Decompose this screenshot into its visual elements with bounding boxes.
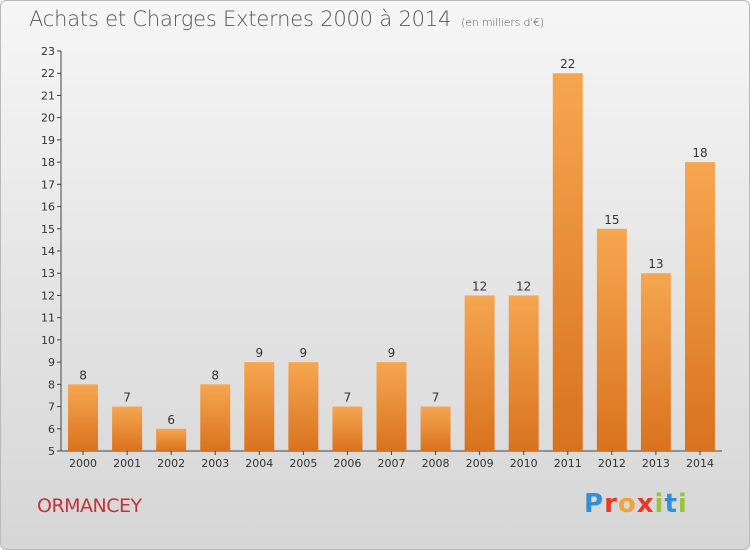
proxiti-logo[interactable]: Proxiti: [584, 489, 688, 519]
bar-2003: [200, 384, 231, 451]
x-tick-label-2014: 2014: [686, 457, 714, 470]
data-label-2013: 13: [648, 257, 663, 271]
bar-2001: [112, 406, 143, 451]
bar-2012: [596, 228, 627, 451]
y-tick-label: 19: [41, 134, 55, 147]
bar-2009: [464, 295, 495, 451]
bar-2004: [244, 362, 275, 451]
data-label-2011: 22: [560, 57, 575, 71]
y-tick-label: 18: [41, 156, 55, 169]
x-tick-label-2012: 2012: [598, 457, 626, 470]
x-tick-label-2013: 2013: [642, 457, 670, 470]
bar-2006: [332, 406, 363, 451]
bar-2000: [68, 384, 99, 451]
x-tick-label-2000: 2000: [69, 457, 97, 470]
y-tick-label: 14: [41, 245, 55, 258]
x-tick-label-2011: 2011: [554, 457, 582, 470]
x-tick-label-2009: 2009: [466, 457, 494, 470]
x-tick-label-2005: 2005: [289, 457, 317, 470]
y-tick-label: 9: [48, 356, 55, 369]
y-tick-label: 20: [41, 112, 55, 125]
bar-2011: [552, 73, 583, 451]
x-tick-label-2010: 2010: [510, 457, 538, 470]
y-tick-label: 11: [41, 312, 55, 325]
chart-title: Achats et Charges Externes 2000 à 2014 (e…: [29, 7, 544, 31]
bar-2010: [508, 295, 539, 451]
bar-2013: [640, 273, 671, 451]
y-tick-label: 10: [41, 334, 55, 347]
data-label-2004: 9: [255, 346, 263, 360]
y-tick-label: 13: [41, 267, 55, 280]
x-tick-label-2006: 2006: [333, 457, 361, 470]
x-tick-label-2008: 2008: [422, 457, 450, 470]
bar-2014: [684, 162, 715, 451]
y-tick-label: 8: [48, 378, 55, 391]
data-label-2001: 7: [123, 391, 131, 405]
data-label-2007: 9: [388, 346, 396, 360]
data-label-2008: 7: [432, 391, 440, 405]
y-tick-label: 15: [41, 223, 55, 236]
bar-2008: [420, 406, 451, 451]
x-tick-label-2001: 2001: [113, 457, 141, 470]
chart-title-text: Achats et Charges Externes 2000 à 2014: [29, 7, 452, 31]
y-tick-label: 6: [48, 423, 55, 436]
data-label-2005: 9: [300, 346, 308, 360]
data-label-2003: 8: [211, 368, 219, 382]
bar-2002: [156, 428, 187, 451]
y-tick-label: 7: [48, 401, 55, 414]
data-label-2006: 7: [344, 391, 352, 405]
data-label-2002: 6: [167, 413, 175, 427]
data-label-2012: 15: [604, 213, 619, 227]
x-tick-label-2003: 2003: [201, 457, 229, 470]
x-tick-label-2004: 2004: [245, 457, 273, 470]
bar-2007: [376, 362, 407, 451]
y-tick-label: 16: [41, 201, 55, 214]
y-tick-label: 22: [41, 67, 55, 80]
data-label-2009: 12: [472, 279, 487, 293]
y-tick-label: 23: [41, 45, 55, 58]
data-label-2014: 18: [692, 146, 707, 160]
x-tick-label-2007: 2007: [378, 457, 406, 470]
bar-2005: [288, 362, 319, 451]
y-tick-label: 17: [41, 178, 55, 191]
y-tick-label: 21: [41, 89, 55, 102]
data-label-2010: 12: [516, 279, 531, 293]
data-label-2000: 8: [79, 368, 87, 382]
chart-subtitle: (en milliers d'€): [461, 16, 545, 29]
x-tick-label-2002: 2002: [157, 457, 185, 470]
y-tick-label: 5: [48, 445, 55, 458]
commune-name: ORMANCEY: [37, 495, 142, 517]
y-tick-label: 12: [41, 289, 55, 302]
